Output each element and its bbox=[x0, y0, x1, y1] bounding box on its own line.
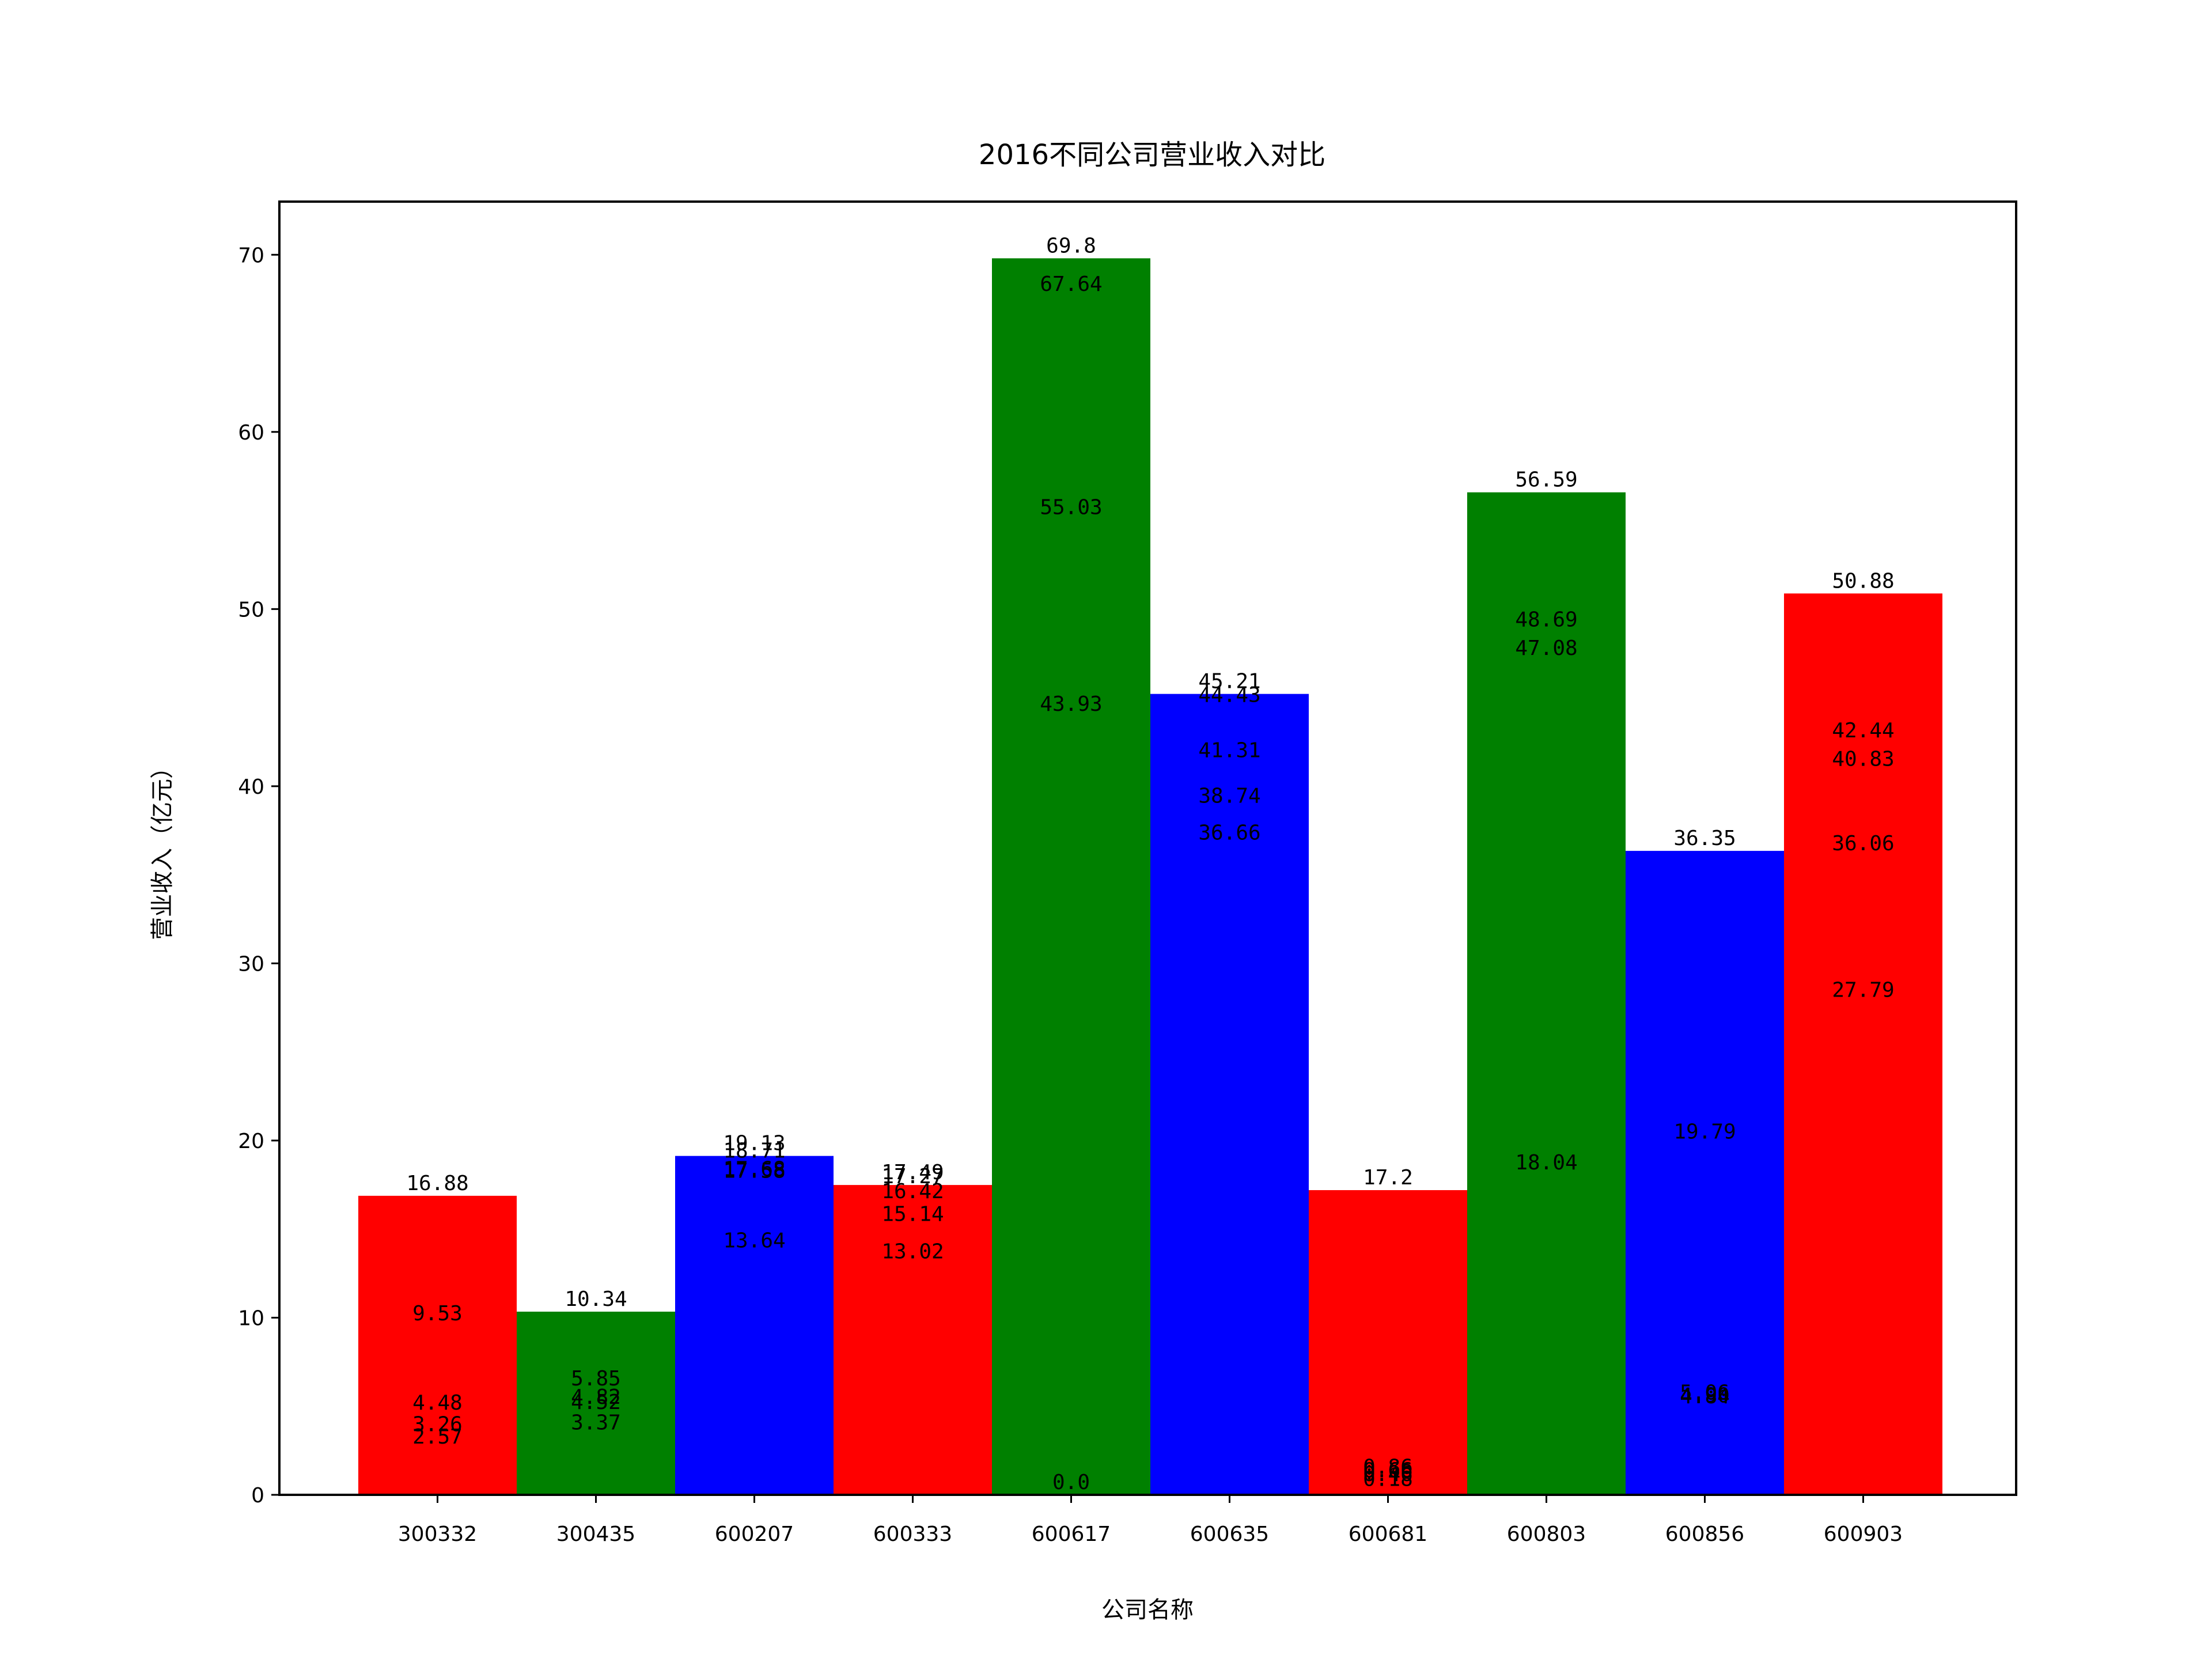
bar-300435 bbox=[517, 1312, 675, 1495]
data-label: 13.64 bbox=[723, 1229, 785, 1253]
data-label: 4.90 bbox=[1680, 1384, 1730, 1407]
data-label: 67.64 bbox=[1040, 272, 1102, 296]
bars-group bbox=[358, 258, 1942, 1495]
data-label: 0.18 bbox=[1363, 1467, 1413, 1491]
data-label: 0.46 bbox=[1363, 1463, 1413, 1486]
data-label: 5.06 bbox=[1680, 1381, 1730, 1404]
y-tick-label: 70 bbox=[238, 244, 264, 267]
data-label: 4.84 bbox=[1680, 1385, 1730, 1408]
x-tick-label: 300435 bbox=[556, 1522, 635, 1546]
bar-600803 bbox=[1467, 492, 1626, 1495]
data-label: 3.26 bbox=[412, 1413, 463, 1437]
data-label: 43.93 bbox=[1040, 692, 1102, 716]
x-tick-label: 300332 bbox=[398, 1522, 477, 1546]
x-tick-label: 600635 bbox=[1190, 1522, 1269, 1546]
data-label: 4.82 bbox=[571, 1385, 621, 1409]
bar-600903 bbox=[1784, 593, 1942, 1495]
chart-title: 2016不同公司营业收入对比 bbox=[979, 139, 1325, 171]
data-label: 4.48 bbox=[412, 1391, 463, 1415]
x-axis-label: 公司名称 bbox=[1101, 1597, 1194, 1623]
data-label: 38.74 bbox=[1198, 785, 1260, 808]
data-label: 17.68 bbox=[723, 1157, 785, 1181]
data-label: 0.86 bbox=[1363, 1456, 1413, 1479]
data-label: 15.14 bbox=[881, 1202, 944, 1226]
x-tick-label: 600803 bbox=[1507, 1522, 1586, 1546]
data-label: 36.35 bbox=[1673, 827, 1736, 850]
bar-600635 bbox=[1150, 694, 1309, 1495]
y-axis-label: 营业收入（亿元） bbox=[149, 756, 176, 940]
data-label: 19.13 bbox=[723, 1132, 785, 1156]
data-label: 17.49 bbox=[881, 1161, 944, 1184]
data-label: 10.34 bbox=[565, 1287, 627, 1311]
y-tick-label: 20 bbox=[238, 1130, 264, 1153]
x-tick-label: 600681 bbox=[1349, 1522, 1427, 1546]
bar-600207 bbox=[675, 1156, 834, 1495]
data-label: 0.0 bbox=[1052, 1471, 1090, 1494]
data-label: 4.52 bbox=[571, 1391, 621, 1414]
data-label: 18.71 bbox=[723, 1139, 785, 1163]
data-label: 16.42 bbox=[881, 1180, 944, 1203]
data-label: 50.88 bbox=[1832, 569, 1894, 593]
data-label: 17.58 bbox=[723, 1159, 785, 1183]
data-label: 45.21 bbox=[1198, 670, 1260, 694]
bar-600856 bbox=[1626, 851, 1784, 1495]
data-label: 3.37 bbox=[571, 1411, 621, 1434]
data-label: 17.2 bbox=[1363, 1166, 1413, 1190]
data-label: 56.59 bbox=[1515, 468, 1577, 492]
data-label: 44.43 bbox=[1198, 684, 1260, 707]
data-label: 55.03 bbox=[1040, 496, 1102, 520]
data-label: 18.04 bbox=[1515, 1151, 1577, 1175]
data-label: 17.27 bbox=[881, 1165, 944, 1188]
x-tick-label: 600856 bbox=[1665, 1522, 1744, 1546]
data-label: 27.79 bbox=[1832, 978, 1894, 1002]
data-label: 5.85 bbox=[571, 1367, 621, 1391]
plot-frame bbox=[278, 200, 2017, 1496]
data-label: 19.79 bbox=[1673, 1120, 1736, 1143]
x-tick-label: 600903 bbox=[1824, 1522, 1903, 1546]
bar-600333 bbox=[834, 1185, 992, 1495]
bar-600617 bbox=[992, 258, 1150, 1495]
y-tick-label: 10 bbox=[238, 1306, 264, 1330]
data-label: 42.44 bbox=[1832, 719, 1894, 743]
data-label: 36.66 bbox=[1198, 821, 1260, 845]
data-label: 41.31 bbox=[1198, 739, 1260, 763]
data-label: 48.69 bbox=[1515, 608, 1577, 632]
value-labels-group: 16.88 9.53 4.483.262.57 10.34 5.854.824.523.… bbox=[406, 234, 1894, 1494]
y-tick-label: 60 bbox=[238, 421, 264, 445]
x-tick-label: 600617 bbox=[1032, 1522, 1111, 1546]
bar-600681 bbox=[1309, 1190, 1467, 1495]
data-label: 16.88 bbox=[406, 1172, 468, 1195]
y-tick-label: 30 bbox=[238, 952, 264, 976]
x-axis: 300332 300435 600207 600333 600617 600635 6006… bbox=[398, 1495, 1903, 1546]
y-tick-label: 0 bbox=[251, 1484, 264, 1508]
data-label: 36.06 bbox=[1832, 832, 1894, 855]
x-tick-label: 600207 bbox=[715, 1522, 794, 1546]
data-label: 0.66 bbox=[1363, 1459, 1413, 1483]
data-label: 9.53 bbox=[412, 1302, 463, 1325]
data-label: 47.08 bbox=[1515, 637, 1577, 660]
data-label: 2.57 bbox=[412, 1425, 463, 1449]
bar-300332 bbox=[358, 1195, 517, 1495]
data-label: 13.02 bbox=[881, 1240, 944, 1264]
x-tick-label: 600333 bbox=[873, 1522, 952, 1546]
y-axis: 0 10 20 30 40 50 60 70 bbox=[238, 244, 279, 1508]
data-label: 69.8 bbox=[1046, 234, 1096, 257]
y-tick-label: 50 bbox=[238, 598, 264, 622]
y-tick-label: 40 bbox=[238, 775, 264, 799]
data-label: 40.83 bbox=[1832, 747, 1894, 771]
